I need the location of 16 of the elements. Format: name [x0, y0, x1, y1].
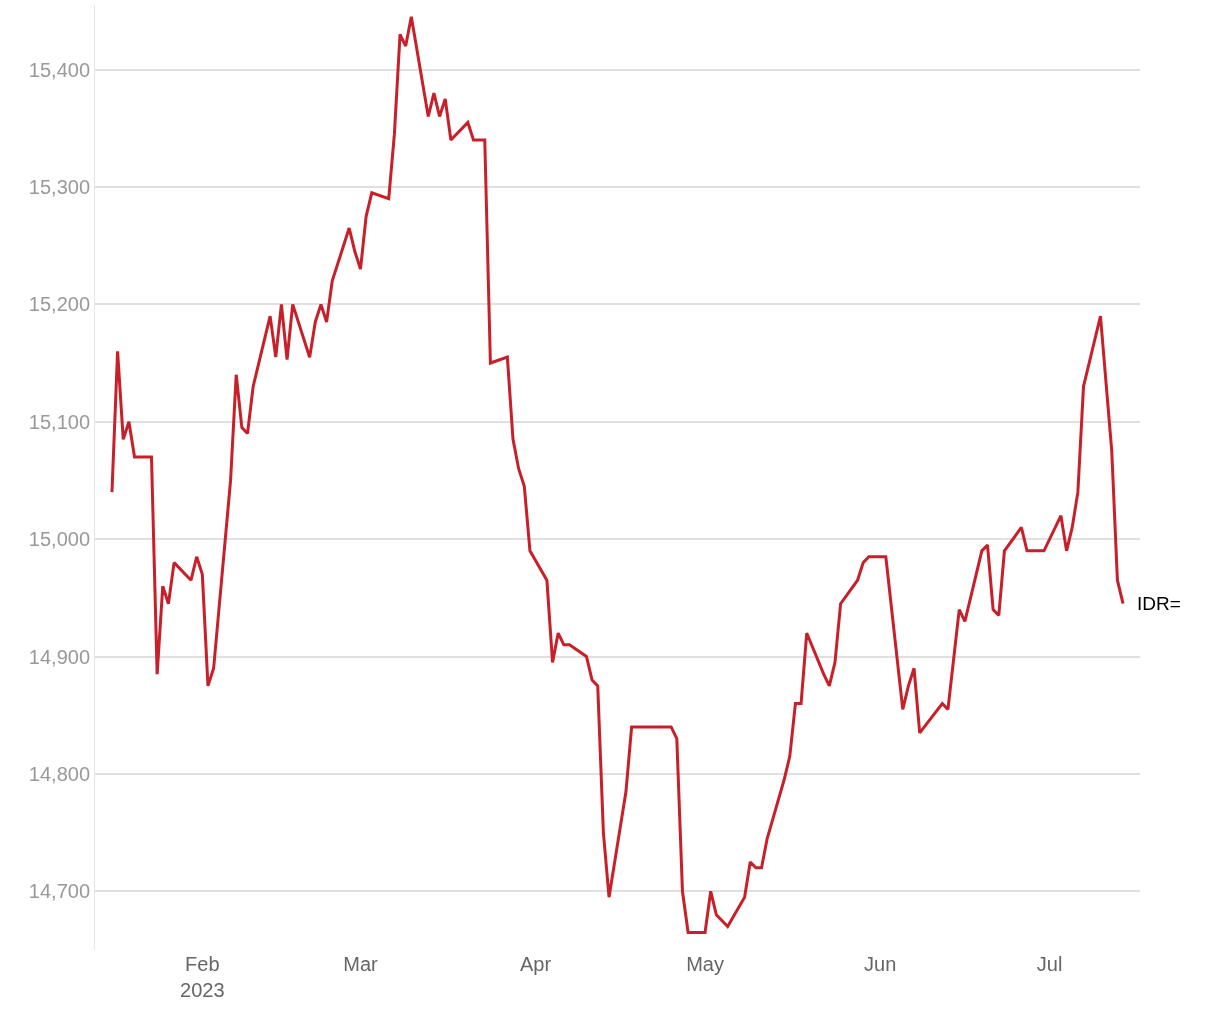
y-tick-label: 15,400	[28, 58, 90, 81]
y-tick-label: 14,700	[28, 880, 90, 903]
line-series	[110, 15, 1125, 934]
x-tick-label: Mar	[343, 953, 379, 975]
x-tick-label: Apr	[520, 953, 552, 975]
x-tick-label: Jun	[864, 953, 897, 975]
y-tick-label: 14,800	[28, 762, 90, 785]
x-tick-label: Jul	[1036, 953, 1063, 975]
series-label: IDR=	[1137, 593, 1181, 614]
y-tick-label: 15,300	[28, 175, 90, 198]
y-tick-label: 15,100	[28, 410, 90, 433]
x-tick-label: Feb 2023	[180, 953, 225, 1001]
x-tick-label: May	[686, 953, 724, 975]
y-tick-label: 15,000	[28, 528, 90, 551]
y-tick-label: 14,900	[28, 645, 90, 668]
y-tick-label: 15,200	[28, 293, 90, 316]
